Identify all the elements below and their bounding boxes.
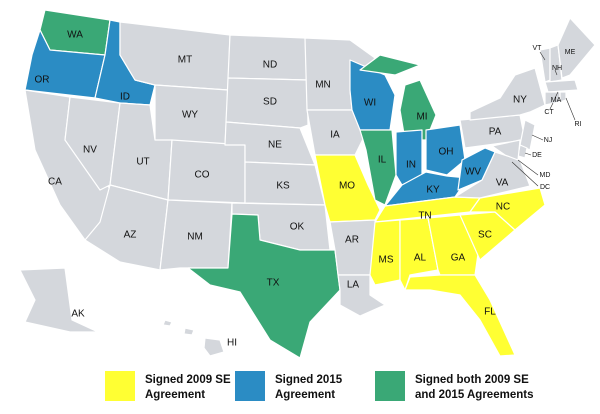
state-label: NV [83, 145, 97, 156]
state-label: WY [182, 110, 198, 121]
state-label: NJ [544, 137, 553, 144]
state-label: WI [364, 98, 376, 109]
legend-label: Signed both 2009 SE [415, 374, 529, 386]
state [337, 274, 386, 317]
legend-swatch [105, 371, 135, 401]
leader-line [531, 134, 544, 141]
state [369, 219, 401, 286]
state-label: CA [48, 177, 62, 188]
state-label: CT [544, 109, 554, 116]
state [359, 129, 397, 206]
state-label: SD [263, 97, 277, 108]
state-label: KS [276, 181, 290, 192]
state [557, 17, 596, 79]
state-label: LA [347, 280, 360, 291]
state [162, 319, 173, 327]
state [306, 109, 366, 156]
state-label: NM [187, 232, 203, 243]
state-label: IN [406, 160, 416, 171]
state-label: MI [416, 112, 427, 123]
leader-lines [511, 51, 576, 187]
state-label: ME [565, 49, 576, 56]
leader-line [554, 91, 559, 99]
state-label: HI [227, 338, 237, 349]
state [519, 119, 536, 151]
state [539, 47, 551, 83]
state [544, 79, 579, 93]
legend-label: Signed 2009 SE [145, 374, 231, 386]
state [227, 34, 308, 81]
state-label: VT [533, 45, 543, 52]
state-label: ND [263, 60, 277, 71]
state [404, 274, 516, 357]
state-label: WA [67, 30, 83, 41]
state-label: NY [513, 95, 527, 106]
state-label: NE [268, 140, 282, 151]
state-label: OK [290, 222, 305, 233]
state [457, 147, 496, 191]
state-label: UT [136, 157, 149, 168]
state-label: IA [330, 130, 340, 141]
state-label: RI [575, 121, 582, 128]
state-label: OR [35, 75, 50, 86]
state-label: MD [540, 172, 551, 179]
legend-swatch [375, 371, 405, 401]
state-label: AL [414, 253, 427, 264]
state [187, 213, 341, 359]
state-label: WV [465, 167, 481, 178]
legend-swatch [235, 371, 265, 401]
state-label: OH [439, 147, 454, 158]
legend-label: Signed 2015 [275, 374, 343, 386]
state-label: CO [195, 170, 210, 181]
state [203, 337, 225, 357]
state [469, 67, 546, 121]
state-label: NH [552, 65, 562, 72]
state-label: DE [532, 152, 542, 159]
state-label: KY [426, 185, 440, 196]
state [359, 54, 421, 76]
leader-line [565, 97, 576, 121]
state [559, 91, 567, 103]
legend-label: Agreement [145, 389, 205, 401]
state [225, 77, 309, 129]
legend-label: Agreement [275, 389, 335, 401]
state-label: ID [120, 92, 130, 103]
leader-line [539, 51, 546, 61]
state-label: TX [267, 278, 280, 289]
state-label: AR [345, 235, 359, 246]
state-label: TN [418, 211, 431, 222]
state-labels: WA OR CA NV ID MT WY UT AZ CO NM ND SD N… [35, 30, 582, 349]
state-label: MT [178, 55, 192, 66]
state-label: SC [478, 230, 492, 241]
state-label: IL [378, 155, 387, 166]
leader-line [549, 102, 554, 110]
state [314, 154, 381, 223]
state-label: MS [379, 255, 394, 266]
leader-line [517, 159, 539, 176]
legend: Signed 2009 SE Agreement Signed 2015 Agreem… [105, 371, 533, 401]
state-label: MO [339, 181, 355, 192]
leader-line [524, 152, 532, 156]
state-label: AZ [124, 230, 137, 241]
state [183, 327, 195, 336]
leader-line [554, 69, 558, 76]
state-label: DC [540, 184, 550, 191]
state-label: AK [71, 309, 85, 320]
state [19, 267, 99, 333]
state [119, 21, 231, 91]
state-label: MN [315, 80, 331, 91]
state [64, 96, 121, 191]
state-label: PA [489, 127, 502, 138]
legend-label: and 2015 Agreements [415, 389, 533, 401]
state-label: FL [484, 307, 496, 318]
state-label: GA [451, 253, 466, 264]
state-label: MA [551, 97, 562, 104]
leader-line [511, 161, 539, 187]
state [425, 124, 466, 176]
state-label: VA [496, 178, 509, 189]
state-label: NC [496, 202, 510, 213]
states [19, 9, 596, 359]
